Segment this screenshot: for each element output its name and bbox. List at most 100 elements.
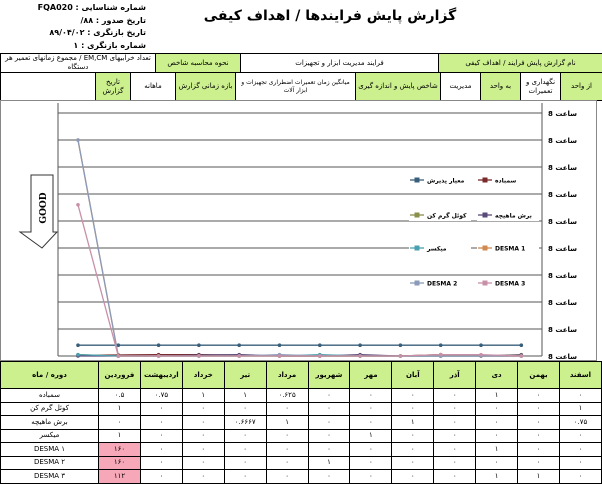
index-value: میانگین زمان تعمیرات اضطراری تجهیزات و ا… <box>236 73 356 101</box>
data-point <box>76 203 80 207</box>
data-point <box>520 343 524 347</box>
table-cell: ۰ <box>266 456 308 470</box>
row-label: DESMA ۲ <box>1 456 99 470</box>
header-table-2: تاریخ گزارش ماهانه بازه زمانی گزارش میان… <box>0 72 602 101</box>
table-cell: ۰ <box>392 389 434 403</box>
row-label: سمباده <box>1 389 99 403</box>
table-cell: ۰ <box>224 456 266 470</box>
data-point <box>76 138 80 142</box>
table-cell: ۰ <box>392 429 434 443</box>
table-cell: ۰ <box>518 443 560 457</box>
data-point <box>278 354 282 358</box>
data-point <box>358 354 362 358</box>
from-label: از واحد <box>561 73 602 101</box>
y-tick-label: 8 ساعت <box>548 353 577 361</box>
table-cell: ۰ <box>559 429 601 443</box>
data-point <box>237 354 241 358</box>
legend-label: معیار پذیرش <box>427 178 465 185</box>
row-label: DESMA ۳ <box>1 470 99 484</box>
table-cell: ۰.۶۲۵ <box>266 389 308 403</box>
table-cell: ۰ <box>182 429 224 443</box>
legend-marker <box>483 246 488 251</box>
table-cell: ۱ <box>266 416 308 430</box>
process-value: فرایند مدیریت ابزار و تجهیزات <box>241 54 439 73</box>
table-cell: ۰ <box>350 416 392 430</box>
data-point <box>76 353 80 357</box>
month-header: تیر <box>224 362 266 389</box>
table-cell: ۱ <box>308 456 350 470</box>
table-cell: ۰ <box>392 443 434 457</box>
revision-date: تاریخ بازنگری : ۸۹/۰۴/۰۲ <box>6 27 146 40</box>
month-header: اردیبهشت <box>140 362 182 389</box>
calc-value: تعداد خرابیهای EM,CM / مجموع زمانهای تعم… <box>1 54 156 73</box>
table-cell: ۰ <box>518 456 560 470</box>
table-cell: ۱۱۲ <box>99 470 141 484</box>
y-tick-label: 8 ساعت <box>548 218 577 226</box>
month-header: آذر <box>434 362 476 389</box>
data-point <box>157 343 161 347</box>
table-cell: ۰ <box>182 443 224 457</box>
date-value <box>1 73 96 101</box>
legend-marker <box>415 213 420 218</box>
table-cell: ۱ <box>99 429 141 443</box>
month-header: آبان <box>392 362 434 389</box>
table-cell: ۰ <box>392 456 434 470</box>
table-cell: ۰ <box>476 402 518 416</box>
legend-marker <box>483 178 488 183</box>
table-cell: ۰ <box>224 470 266 484</box>
data-point <box>197 343 201 347</box>
legend-label: سمباده <box>495 178 516 185</box>
from-value: نگهداری و تعمیرات <box>521 73 561 101</box>
table-cell: ۰ <box>392 470 434 484</box>
document-meta: شماره شناسایی : FQA020 تاریخ صدور : ۸۸/ … <box>6 2 146 52</box>
table-cell: ۰ <box>476 456 518 470</box>
table-cell: ۰ <box>266 429 308 443</box>
table-cell: ۰ <box>140 429 182 443</box>
row-label: DESMA ۱ <box>1 443 99 457</box>
table-cell: ۰ <box>518 402 560 416</box>
good-label: GOOD <box>39 192 49 223</box>
legend-marker <box>483 281 488 286</box>
table-cell: ۰ <box>140 470 182 484</box>
table-cell: ۰ <box>224 402 266 416</box>
y-tick-label: 8 ساعت <box>548 137 577 145</box>
period-value: ماهانه <box>131 73 176 101</box>
legend-label: DESMA 2 <box>427 281 457 288</box>
table-cell: ۰ <box>224 429 266 443</box>
table-cell: ۰ <box>434 443 476 457</box>
legend-marker <box>415 281 420 286</box>
data-point <box>157 354 161 358</box>
table-cell: ۰ <box>140 456 182 470</box>
table-cell: ۰ <box>434 470 476 484</box>
table-cell: ۱ <box>182 389 224 403</box>
table-cell: ۰ <box>518 416 560 430</box>
table-cell: ۰ <box>350 443 392 457</box>
table-cell: ۱ <box>350 429 392 443</box>
table-cell: ۱ <box>224 389 266 403</box>
y-tick-label: 8 ساعت <box>548 110 577 118</box>
data-point <box>197 354 201 358</box>
legend-label: میکسر <box>426 246 447 253</box>
y-tick-label: 8 ساعت <box>548 191 577 199</box>
table-cell: ۰ <box>350 402 392 416</box>
table-cell: ۰ <box>559 456 601 470</box>
y-tick-label: 8 ساعت <box>548 326 577 334</box>
table-cell: ۱ <box>476 470 518 484</box>
table-cell: ۰ <box>182 402 224 416</box>
month-header: مرداد <box>266 362 308 389</box>
issue-date: تاریخ صدور : ۸۸/ <box>6 15 146 28</box>
table-cell: ۰ <box>308 470 350 484</box>
to-value: مدیریت <box>441 73 481 101</box>
month-header: دی <box>476 362 518 389</box>
table-cell: ۰ <box>434 389 476 403</box>
table-cell: ۱۶۰ <box>99 443 141 457</box>
y-tick-label: 8 ساعت <box>548 164 577 172</box>
data-point <box>479 353 483 357</box>
y-tick-label: 8 ساعت <box>548 272 577 280</box>
row-label: برش ماهیچه <box>1 416 99 430</box>
table-cell: ۰ <box>140 416 182 430</box>
